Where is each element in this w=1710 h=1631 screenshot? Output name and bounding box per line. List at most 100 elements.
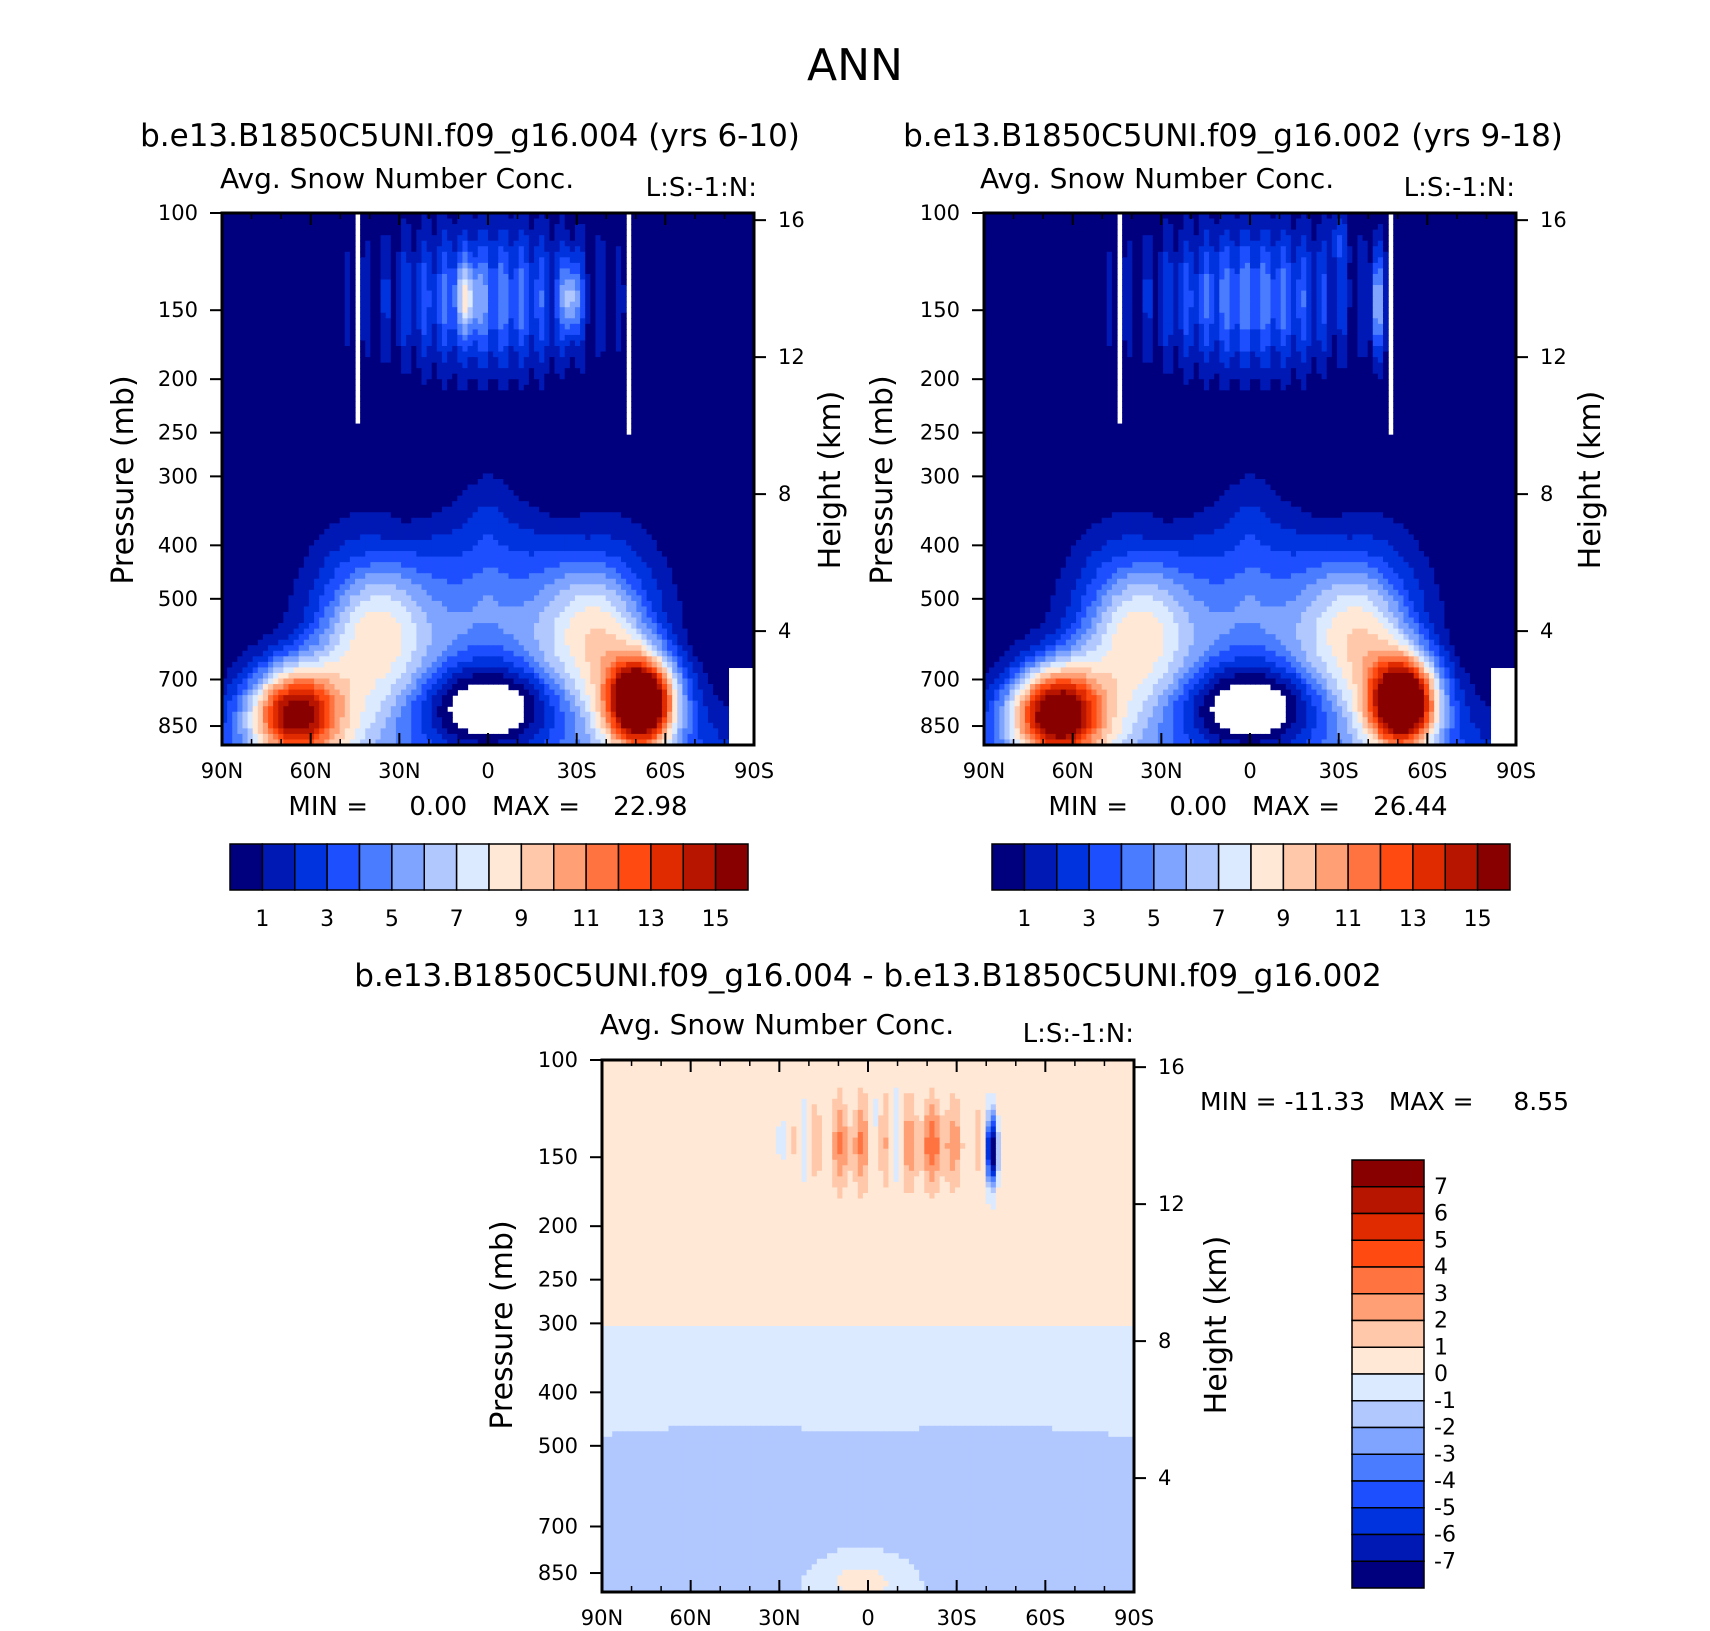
contour-cell <box>646 323 653 330</box>
contour-cell <box>237 440 244 447</box>
contour-cell <box>472 213 479 220</box>
contour-cell <box>508 351 515 358</box>
contour-cell <box>426 329 433 336</box>
contour-cell <box>564 362 571 369</box>
contour-cell <box>631 318 637 325</box>
contour-cell <box>298 218 305 225</box>
contour-cell <box>431 246 438 253</box>
contour-cell <box>472 340 479 347</box>
contour-cell <box>452 401 458 408</box>
contour-cell <box>237 257 244 264</box>
contour-cell <box>559 479 566 486</box>
contour-cell <box>278 240 284 247</box>
contour-cell <box>738 262 745 270</box>
contour-cell <box>554 357 561 364</box>
contour-cell <box>288 440 295 447</box>
contour-cell <box>559 357 566 364</box>
contour-cell <box>697 373 704 380</box>
contour-cell <box>539 224 545 231</box>
contour-cell <box>222 334 228 342</box>
contour-cell <box>488 285 494 292</box>
contour-cell <box>314 246 320 253</box>
contour-cell <box>349 384 356 391</box>
contour-cell <box>697 346 704 353</box>
contour-cell <box>462 213 469 220</box>
contour-cell <box>349 213 356 220</box>
contour-cell <box>339 251 346 258</box>
contour-cell <box>503 390 510 397</box>
contour-cell <box>421 218 428 225</box>
contour-cell <box>416 251 423 258</box>
contour-cell <box>534 440 540 447</box>
contour-cell <box>329 334 336 342</box>
contour-cell <box>523 346 530 353</box>
contour-cell <box>738 323 745 330</box>
contour-cell <box>278 246 284 253</box>
contour-cell <box>395 479 402 486</box>
contour-cell <box>631 279 637 286</box>
contour-cell <box>227 334 233 342</box>
contour-cell <box>303 312 310 319</box>
contour-cell <box>748 279 755 286</box>
contour-cell <box>667 224 673 231</box>
contour-cell <box>436 362 443 369</box>
contour-cell <box>743 240 750 247</box>
contour-cell <box>467 224 474 231</box>
contour-cell <box>672 429 678 436</box>
contour-cell <box>605 395 612 403</box>
contour-cell <box>687 401 694 408</box>
contour-cell <box>441 218 448 225</box>
contour-cell <box>467 235 474 242</box>
units-note: L:S:-1:N: <box>646 173 757 203</box>
contour-cell <box>707 373 714 380</box>
contour-cell <box>324 285 331 292</box>
contour-cell <box>298 368 305 375</box>
contour-cell <box>395 373 402 380</box>
contour-cell <box>508 224 515 231</box>
contour-cell <box>385 384 392 391</box>
contour-cell <box>416 229 423 236</box>
contour-cell <box>222 479 228 486</box>
contour-cell <box>365 334 371 342</box>
contour-cell <box>574 401 581 408</box>
contour-cell <box>488 240 494 247</box>
contour-cell <box>421 279 428 286</box>
contour-cell <box>636 268 643 275</box>
contour-cell <box>692 401 699 408</box>
contour-cell <box>718 473 724 480</box>
contour-cell <box>564 296 571 303</box>
contour-cell <box>390 262 397 270</box>
contour-cell <box>436 379 443 386</box>
contour-cell <box>308 440 315 447</box>
contour-cell <box>441 307 448 314</box>
contour-cell <box>631 395 637 403</box>
contour-cell <box>390 384 397 391</box>
contour-cell <box>503 418 510 425</box>
contour-cell <box>707 434 714 441</box>
contour-cell <box>661 290 668 297</box>
contour-cell <box>426 373 433 380</box>
contour-cell <box>334 251 341 258</box>
contour-cell <box>733 401 740 408</box>
contour-cell <box>707 473 714 480</box>
contour-cell <box>334 440 341 447</box>
contour-cell <box>636 429 643 436</box>
contour-cell <box>477 251 484 258</box>
contour-cell <box>539 373 545 380</box>
contour-cell <box>385 323 392 330</box>
contour-cell <box>360 373 366 380</box>
contour-cell <box>370 323 377 330</box>
contour-cell <box>401 373 407 380</box>
contour-cell <box>329 451 336 458</box>
contour-cell <box>242 340 249 347</box>
contour-cell <box>441 440 448 447</box>
contour-cell <box>569 445 576 452</box>
contour-cell <box>549 384 556 391</box>
contour-cell <box>549 406 556 414</box>
contour-cell <box>308 329 315 336</box>
contour-cell <box>324 395 331 403</box>
contour-cell <box>723 357 730 364</box>
contour-cell <box>585 301 591 308</box>
contour-cell <box>498 340 504 347</box>
contour-cell <box>713 373 719 380</box>
